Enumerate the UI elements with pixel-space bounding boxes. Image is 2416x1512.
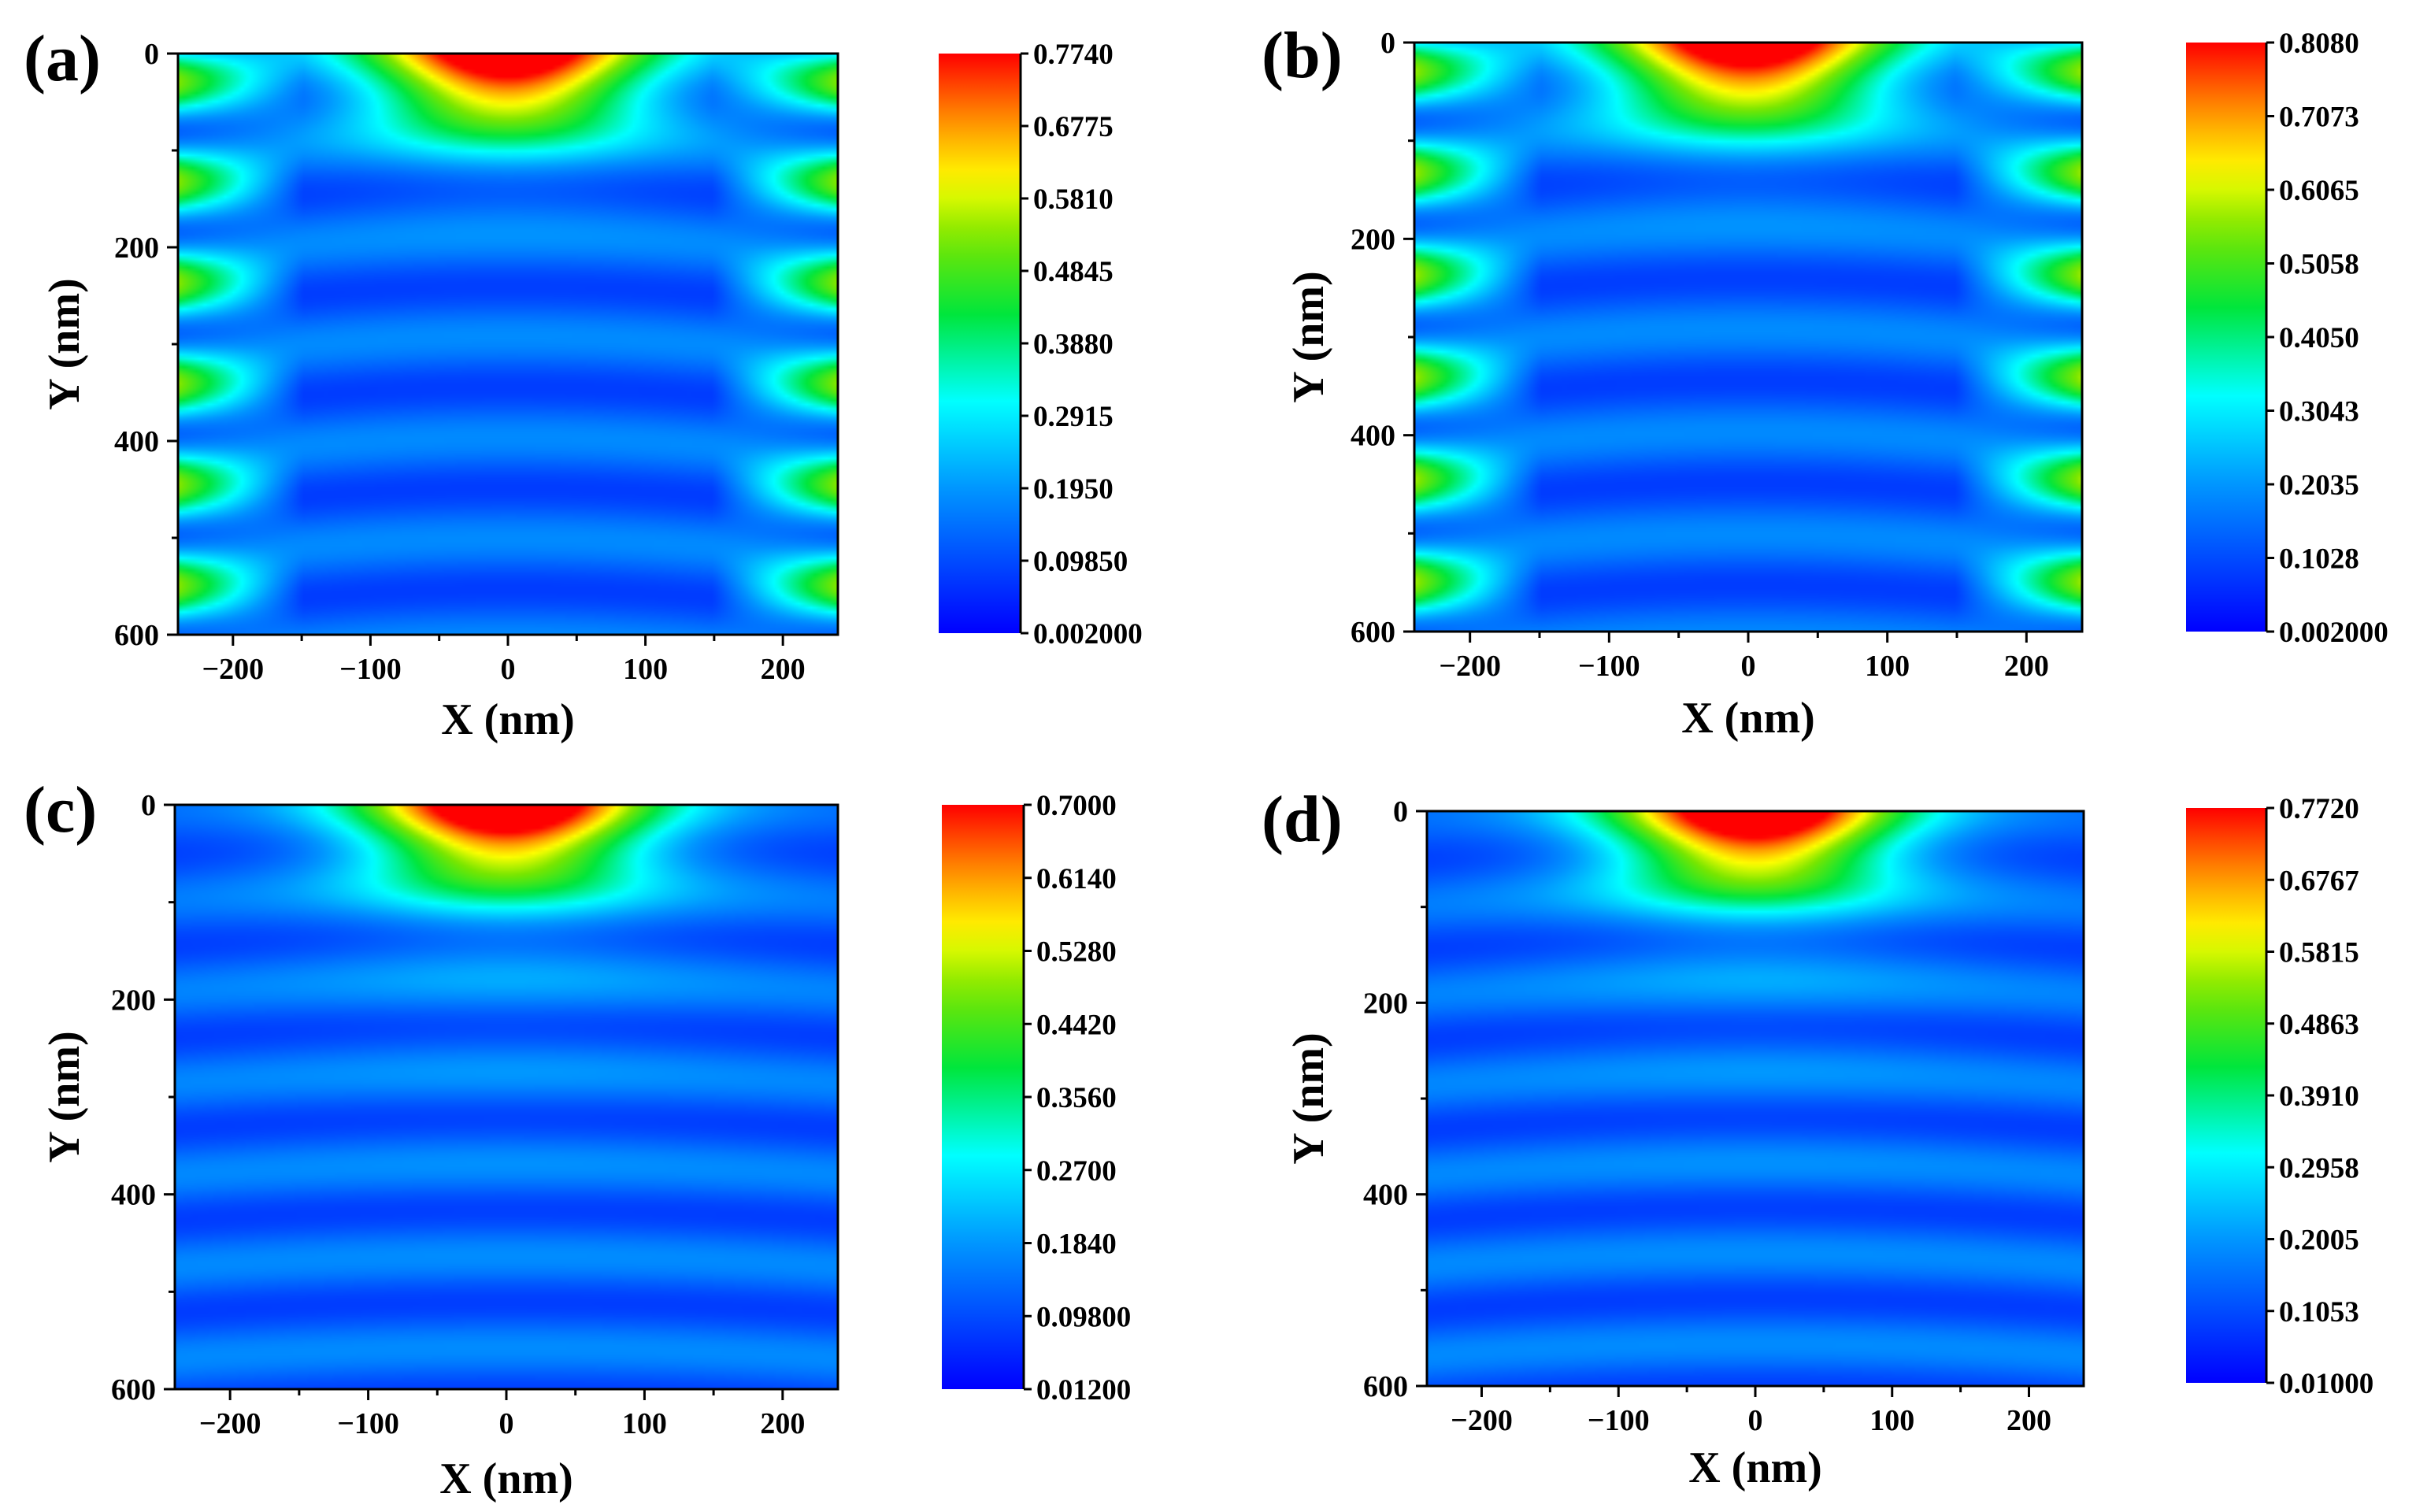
x-tick-label: 200 [2007,1404,2051,1437]
colorbar-label: 0.1840 [1036,1228,1117,1261]
x-tick-label: −200 [202,653,265,686]
colorbar-label: 0.1028 [2279,543,2359,576]
colorbar-label: 0.002000 [1033,618,1143,650]
colorbar-label: 0.5280 [1036,936,1117,969]
x-tick-label: 200 [2004,650,2049,683]
x-tick-label: 0 [499,1407,514,1440]
colorbar-label: 0.6065 [2279,175,2359,207]
panel-b: (b) −200 −100 0 100 200 0 200 400 600 X (nm) Y (nm)… [1262,19,2388,743]
colorbar-label: 0.2700 [1036,1155,1117,1188]
colorbar-label: 0.4863 [2279,1009,2359,1041]
y-tick-label: 0 [141,789,156,822]
colorbar [2186,808,2266,1383]
y-tick-label: 0 [144,38,159,71]
x-tick-label: −200 [199,1407,261,1440]
panel-c: (c) −200 −100 0 100 200 0 200 400 600 X (nm) Y (nm)… [24,773,1131,1503]
y-tick-label: 200 [111,984,156,1017]
colorbar-label: 0.2915 [1033,401,1114,433]
x-tick-label: 100 [622,1407,667,1440]
colorbar-label: 0.1950 [1033,473,1114,506]
colorbar-label: 0.7740 [1033,39,1114,71]
x-tick-label: −100 [339,653,402,686]
y-tick-label: 0 [1380,27,1395,60]
panel-a: (a) −200 −100 0 100 200 0 200 400 600 X (nm) Y (nm)… [24,22,1143,744]
colorbar-label: 0.4845 [1033,256,1114,288]
y-tick-label: 400 [1363,1179,1408,1212]
colorbar-label: 0.7720 [2279,793,2359,825]
y-axis-title: Y (nm) [1284,1032,1333,1164]
colorbar-label: 0.002000 [2279,617,2388,649]
y-tick-label: 600 [111,1373,156,1406]
heatmap-image [1427,811,2084,1386]
colorbar-label: 0.01000 [2279,1368,2373,1400]
y-axis-title: Y (nm) [1284,271,1333,402]
x-axis-title: X (nm) [1688,1443,1822,1492]
x-tick-label: 100 [1869,1404,1914,1437]
colorbar-label: 0.6140 [1036,863,1117,895]
x-tick-label: 0 [1748,1404,1763,1437]
x-tick-label: 200 [760,1407,805,1440]
colorbar-label: 0.6775 [1033,111,1114,143]
colorbar-label: 0.5810 [1033,183,1114,216]
colorbar-label: 0.7000 [1036,790,1117,822]
x-tick-label: −100 [1588,1404,1650,1437]
x-tick-label: 100 [1865,650,1910,683]
x-tick-label: −200 [1451,1404,1513,1437]
heatmap-image [178,54,838,635]
colorbar-label: 0.2958 [2279,1152,2359,1184]
y-tick-label: 0 [1393,795,1408,828]
y-tick-label: 400 [111,1179,156,1212]
x-tick-label: 0 [501,653,516,686]
x-tick-label: 100 [623,653,668,686]
colorbar-label: 0.5058 [2279,249,2359,281]
colorbar-label: 0.3880 [1033,328,1114,361]
colorbar-label: 0.4050 [2279,322,2359,354]
colorbar-label: 0.01200 [1036,1374,1131,1406]
y-tick-label: 400 [114,425,159,458]
colorbar-label: 0.3043 [2279,396,2359,428]
y-axis-title: Y (nm) [40,1031,89,1162]
heatmap-image [1414,43,2082,632]
x-axis-title: X (nm) [441,695,575,744]
x-tick-label: 200 [761,653,806,686]
colorbar-label: 0.09850 [1033,546,1128,578]
colorbar-label: 0.7073 [2279,102,2359,134]
panel-label: (b) [1262,19,1343,92]
colorbar-label: 0.09800 [1036,1301,1131,1333]
heatmap-image [175,805,838,1389]
colorbar-label: 0.2005 [2279,1225,2359,1257]
colorbar-label: 0.2035 [2279,469,2359,502]
y-tick-label: 600 [114,619,159,652]
panel-label: (c) [24,773,97,847]
y-tick-label: 200 [1351,223,1395,256]
panel-label: (a) [24,22,101,95]
x-tick-label: 0 [1741,650,1756,683]
x-tick-label: −100 [337,1407,399,1440]
colorbar-label: 0.3910 [2279,1080,2359,1113]
colorbar-label: 0.5815 [2279,937,2359,969]
colorbar-label: 0.6767 [2279,865,2359,897]
colorbar-label: 0.1053 [2279,1296,2359,1329]
panel-label: (d) [1262,783,1343,856]
y-axis-title: Y (nm) [40,278,89,410]
panel-d: (d) −200 −100 0 100 200 0 200 400 600 X (nm) Y (nm)… [1262,783,2373,1492]
y-tick-label: 600 [1363,1370,1408,1403]
y-tick-label: 200 [114,232,159,265]
x-axis-title: X (nm) [439,1455,573,1503]
y-tick-label: 400 [1351,420,1395,453]
y-tick-label: 600 [1351,616,1395,649]
x-axis-title: X (nm) [1681,694,1815,743]
colorbar [939,54,1021,633]
colorbar [2186,43,2266,632]
y-tick-label: 200 [1363,987,1408,1020]
colorbar-label: 0.3560 [1036,1082,1117,1114]
colorbar [942,805,1024,1389]
colorbar-label: 0.4420 [1036,1009,1117,1041]
x-tick-label: −100 [1578,650,1640,683]
x-tick-label: −200 [1439,650,1501,683]
colorbar-label: 0.8080 [2279,28,2359,60]
